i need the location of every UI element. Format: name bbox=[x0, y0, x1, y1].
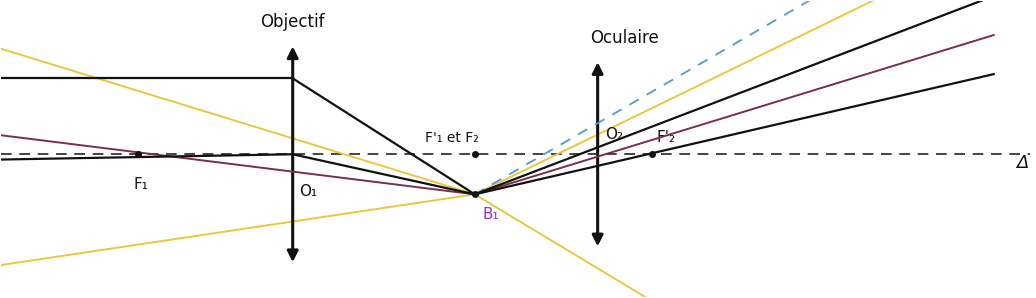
Text: F'₂: F'₂ bbox=[657, 130, 675, 145]
Text: O₂: O₂ bbox=[605, 127, 623, 142]
Text: F'₁ et F₂: F'₁ et F₂ bbox=[425, 131, 479, 145]
Text: Δ: Δ bbox=[1016, 154, 1029, 172]
Text: F₁: F₁ bbox=[134, 178, 148, 193]
Text: O₁: O₁ bbox=[299, 184, 317, 199]
Text: Objectif: Objectif bbox=[260, 13, 325, 31]
Text: B₁: B₁ bbox=[482, 207, 498, 222]
Text: Oculaire: Oculaire bbox=[591, 29, 659, 47]
